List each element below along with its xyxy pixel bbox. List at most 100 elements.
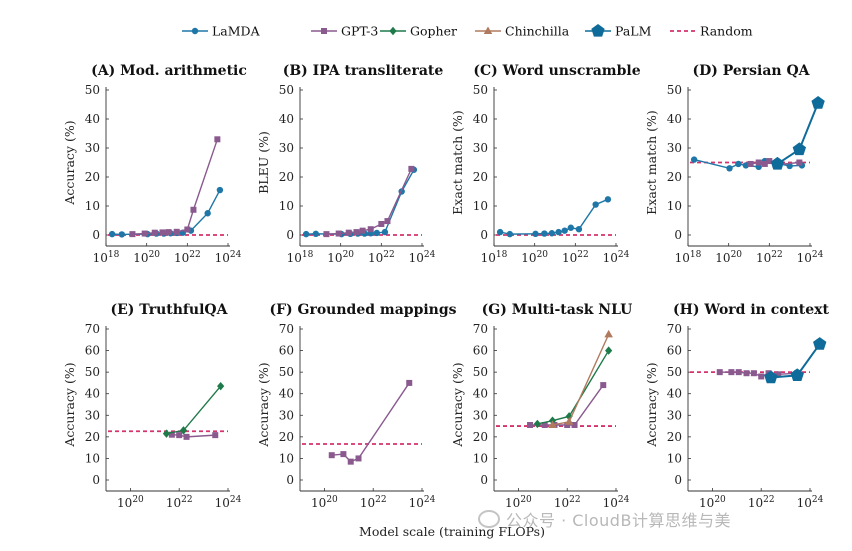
x-tick-label-D: 1024 <box>797 250 824 265</box>
legend-label-lamda: LaMDA <box>212 24 261 39</box>
legend-marker-gpt-3 <box>321 28 327 34</box>
y-tick-label-B: 10 <box>279 199 294 213</box>
data-point-gpt-3-A <box>165 229 172 236</box>
y-tick-label-F: 50 <box>279 365 294 379</box>
y-tick-label-A: 20 <box>85 170 100 184</box>
y-tick-label-F: 60 <box>279 344 294 358</box>
y-tick-label-A: 0 <box>92 228 100 242</box>
data-point-gpt-3-F <box>406 379 413 386</box>
data-point-gpt-3-H <box>716 369 723 376</box>
y-tick-label-E: 40 <box>85 387 100 401</box>
data-point-gpt-3-F <box>328 452 335 459</box>
y-tick-label-C: 20 <box>473 170 488 184</box>
y-tick-label-A: 10 <box>85 199 100 213</box>
wechat-icon <box>478 510 500 528</box>
x-tick-label-G: 1022 <box>554 495 581 510</box>
y-tick-label-A: 30 <box>85 141 100 155</box>
y-tick-label-F: 10 <box>279 451 294 465</box>
y-tick-label-G: 60 <box>473 344 488 358</box>
series-line-gpt-3-B <box>326 168 413 235</box>
x-tick-label-B: 1024 <box>409 250 436 265</box>
x-tick-label-H: 1024 <box>797 495 824 510</box>
data-point-lamda-D <box>690 156 698 163</box>
data-point-lamda-D <box>735 160 742 168</box>
data-point-lamda-C <box>567 224 575 231</box>
data-point-lamda-C <box>532 230 539 238</box>
data-point-gpt-3-A <box>190 206 197 213</box>
data-point-lamda-B <box>312 230 320 238</box>
y-tick-label-F: 0 <box>286 473 294 487</box>
x-tick-label-C: 1022 <box>562 250 589 265</box>
y-tick-label-A: 50 <box>85 83 100 97</box>
data-point-gpt-3-E <box>168 431 175 438</box>
legend-marker-lamda <box>191 27 199 35</box>
y-tick-label-D: 10 <box>667 199 682 213</box>
data-point-gpt-3-H <box>775 371 782 378</box>
data-point-lamda-C <box>575 226 583 233</box>
data-point-gpt-3-E <box>212 432 219 439</box>
y-tick-label-D: 0 <box>674 228 682 242</box>
y-tick-label-G: 40 <box>473 387 488 401</box>
data-point-palm-D <box>770 156 785 170</box>
y-tick-label-H: 20 <box>667 430 682 444</box>
data-point-lamda-A <box>118 231 126 238</box>
data-point-palm-H <box>813 337 827 350</box>
x-tick-label-E: 1022 <box>166 495 193 510</box>
data-point-gpt-3-B <box>359 227 366 234</box>
legend-label-gpt-3: GPT-3 <box>341 24 378 39</box>
data-point-gpt-3-H <box>743 370 750 377</box>
data-point-gpt-3-H <box>728 369 735 376</box>
x-tick-label-E: 1020 <box>117 495 144 510</box>
data-point-gpt-3-B <box>335 230 342 237</box>
data-point-gpt-3-G <box>600 382 607 389</box>
data-point-gpt-3-F <box>340 451 347 458</box>
y-tick-label-C: 30 <box>473 141 488 155</box>
y-tick-label-E: 60 <box>85 344 100 358</box>
data-point-lamda-A <box>108 230 116 238</box>
legend: LaMDA GPT-3 Gopher Chinchilla PaLM Random <box>182 24 753 39</box>
data-point-gpt-3-H <box>758 373 765 380</box>
panel-title-B: (B) IPA transliterate <box>283 63 444 79</box>
data-point-gpt-3-E <box>183 433 190 440</box>
data-point-gopher-E <box>162 429 171 438</box>
y-tick-label-C: 40 <box>473 112 488 126</box>
x-tick-label-A: 1022 <box>174 250 201 265</box>
data-point-palm-D <box>792 142 807 156</box>
series-line-lamda-B <box>306 169 415 235</box>
legend-marker-gopher <box>389 26 397 36</box>
data-point-gpt-3-F <box>347 458 354 465</box>
x-tick-label-D: 1020 <box>715 250 742 265</box>
data-point-lamda-D <box>786 162 793 170</box>
data-point-lamda-C <box>592 201 599 208</box>
data-point-gpt-3-B <box>378 220 385 227</box>
data-point-lamda-A <box>216 186 224 194</box>
y-axis-label-D: Exact match (%) <box>644 110 659 215</box>
y-tick-label-D: 40 <box>667 112 682 126</box>
data-point-lamda-B <box>373 229 381 237</box>
y-tick-label-D: 20 <box>667 170 682 184</box>
data-point-gpt-3-A <box>141 230 148 237</box>
y-axis-label-B: BLEU (%) <box>256 131 271 194</box>
panel-title-A: (A) Mod. arithmetic <box>91 63 247 79</box>
data-point-lamda-D <box>742 162 750 169</box>
figure-xlabel: Model scale (training FLOPs) <box>359 524 545 539</box>
x-tick-label-A: 1018 <box>93 250 120 265</box>
data-point-gpt-3-B <box>384 218 391 225</box>
data-point-gpt-3-B <box>353 229 360 236</box>
x-tick-label-G: 1020 <box>505 495 532 510</box>
data-point-gpt-3-B <box>323 231 330 238</box>
data-point-lamda-C <box>506 230 514 238</box>
data-point-gpt-3-A <box>129 231 136 238</box>
y-tick-label-H: 40 <box>667 387 682 401</box>
x-tick-label-C: 1018 <box>481 250 508 265</box>
y-tick-label-G: 0 <box>480 473 488 487</box>
legend-label-palm: PaLM <box>615 24 652 39</box>
y-tick-label-H: 30 <box>667 408 682 422</box>
data-point-lamda-B <box>302 230 310 238</box>
x-tick-label-H: 1020 <box>699 495 726 510</box>
data-point-gpt-3-G <box>571 421 578 428</box>
data-point-lamda-C <box>496 228 504 236</box>
panel-title-H: (H) Word in context <box>673 302 829 318</box>
